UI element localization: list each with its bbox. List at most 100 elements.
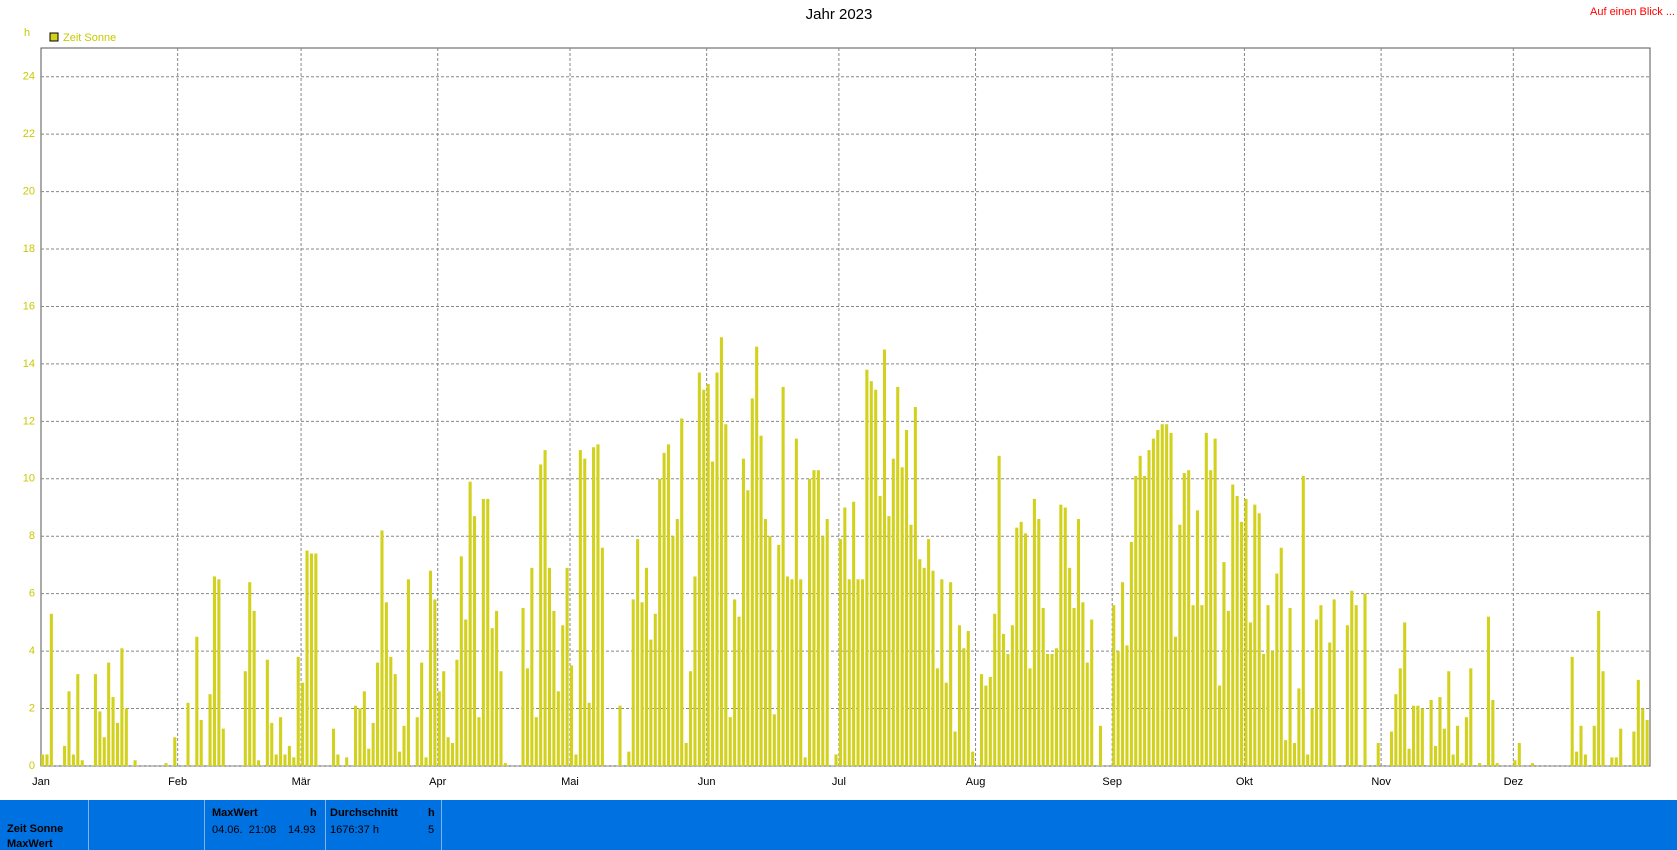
column-title: MaxWert	[212, 807, 258, 819]
bar	[1178, 524, 1182, 766]
bar	[671, 536, 675, 766]
bar	[98, 711, 102, 766]
bar	[997, 455, 1001, 766]
bar	[587, 702, 591, 766]
bar	[772, 714, 776, 766]
bar	[715, 372, 719, 766]
bar	[1636, 679, 1640, 766]
bar	[913, 407, 917, 766]
bar	[1112, 605, 1116, 766]
bar	[1403, 622, 1407, 766]
bar	[865, 369, 869, 766]
bar	[1350, 590, 1354, 766]
bar	[415, 717, 419, 766]
bar	[1513, 760, 1517, 766]
bar	[860, 579, 865, 766]
bar	[1579, 725, 1583, 766]
bar	[464, 619, 468, 766]
bar	[398, 751, 402, 766]
bar	[41, 754, 45, 766]
y-tick-label: 2	[29, 702, 35, 714]
bar	[993, 613, 997, 766]
bar	[852, 501, 856, 766]
bar	[1037, 519, 1041, 766]
bar	[314, 553, 318, 766]
bar	[675, 519, 679, 766]
bar	[1645, 720, 1649, 766]
bar	[301, 682, 305, 766]
bar	[1032, 498, 1036, 766]
overview-link[interactable]: Auf einen Blick ...	[1590, 6, 1675, 18]
bar	[539, 464, 543, 766]
bar	[420, 662, 424, 766]
bar	[988, 676, 992, 766]
bar	[741, 458, 745, 766]
legend-label: Zeit Sonne	[63, 32, 116, 44]
bar	[794, 438, 798, 766]
bar	[1394, 694, 1398, 766]
bar	[495, 610, 499, 766]
bar	[706, 384, 710, 766]
x-tick-label: Jan	[32, 776, 50, 788]
bar	[684, 743, 688, 766]
bar	[63, 745, 67, 766]
bar	[1460, 763, 1464, 766]
bar	[1253, 504, 1257, 766]
separator	[204, 800, 205, 850]
bar	[834, 754, 838, 766]
bar	[1129, 541, 1133, 766]
bar	[702, 389, 706, 766]
bar	[45, 754, 49, 766]
bar	[763, 519, 768, 766]
bar	[1121, 582, 1125, 766]
column-unit: h	[310, 807, 317, 819]
bar	[1217, 685, 1222, 766]
bar	[486, 498, 490, 766]
bar	[71, 754, 75, 766]
bar	[1165, 424, 1169, 766]
bar	[882, 349, 887, 766]
x-tick-label: Jun	[698, 776, 716, 788]
chart: Jahr 2023 Auf einen Blick ... h Zeit Son…	[23, 6, 1675, 788]
bar	[371, 722, 375, 766]
bar	[336, 754, 340, 766]
bar	[358, 708, 362, 766]
bar	[733, 599, 737, 766]
bar	[1478, 763, 1482, 766]
summary-panel: Zeit Sonne MaxWert MaxWert h 04.06. 21:0…	[0, 800, 1677, 850]
bar	[666, 444, 671, 766]
bar	[825, 519, 829, 766]
avg-total: 1676:37 h	[330, 824, 379, 836]
bar	[1491, 699, 1495, 766]
bar	[724, 424, 728, 766]
bar	[799, 579, 803, 766]
bar	[596, 444, 600, 766]
bar	[1125, 645, 1129, 766]
bar	[777, 544, 781, 766]
bar	[808, 478, 812, 766]
bar	[1006, 653, 1010, 766]
bar	[437, 691, 441, 766]
bar	[1244, 498, 1248, 766]
bar	[1019, 521, 1023, 766]
bar	[1015, 527, 1019, 766]
bar	[1046, 653, 1050, 766]
bar	[874, 389, 878, 766]
bar	[1041, 608, 1045, 766]
bar	[1138, 455, 1142, 766]
bar	[693, 576, 697, 766]
bar	[49, 613, 53, 766]
bar	[878, 496, 882, 766]
bar	[600, 547, 604, 766]
bar	[1570, 656, 1574, 766]
y-tick-label: 4	[29, 645, 35, 657]
bar	[966, 631, 970, 766]
bar	[345, 757, 349, 766]
bar	[362, 691, 366, 766]
bar	[1081, 602, 1085, 766]
y-tick-label: 18	[23, 243, 35, 255]
bar	[1288, 608, 1292, 766]
bar	[1231, 484, 1235, 766]
bar	[367, 748, 371, 766]
bar	[503, 763, 507, 766]
